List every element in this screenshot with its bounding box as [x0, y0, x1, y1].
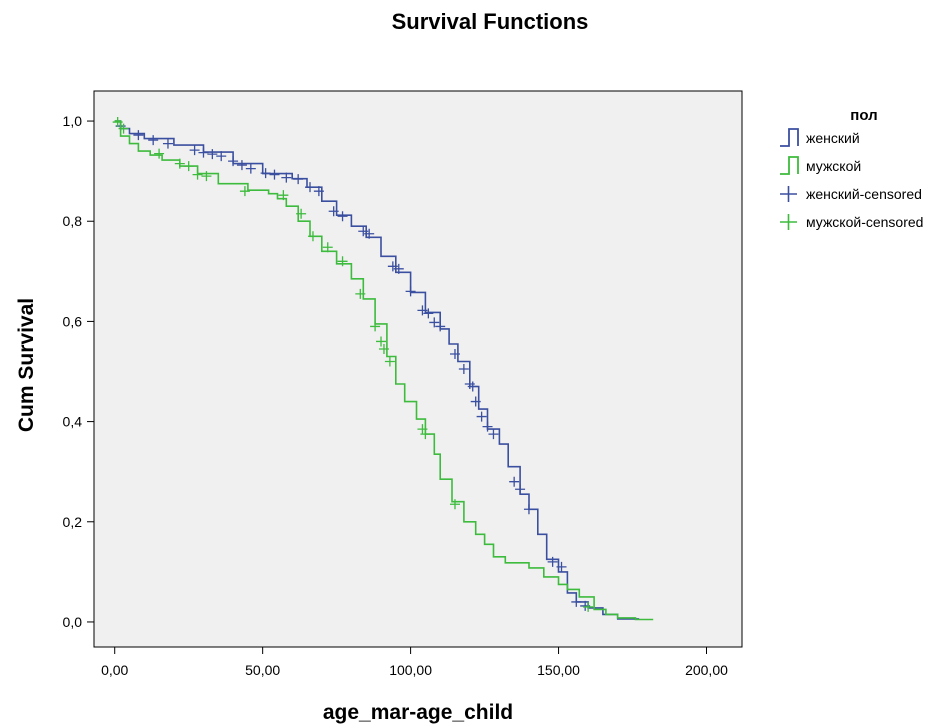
legend-label: мужской: [806, 158, 861, 174]
censored-marker-1: [328, 206, 339, 217]
x-tick-label: 100,00: [389, 662, 432, 678]
y-tick-label: 0,2: [63, 514, 83, 530]
x-tick-label: 50,00: [245, 662, 280, 678]
censored-marker-2: [112, 117, 123, 128]
censored-marker-2: [420, 429, 431, 440]
censored-marker-1: [482, 421, 493, 432]
y-tick-label: 0,0: [63, 614, 83, 630]
censored-marker-1: [269, 169, 280, 180]
legend-entry: мужской: [780, 156, 861, 175]
censored-marker-2: [307, 231, 318, 242]
y-tick-label: 1,0: [63, 113, 83, 129]
censored-marker-1: [393, 263, 404, 274]
legend-censor-icon: [780, 214, 797, 230]
censored-marker-1: [216, 151, 227, 162]
censored-marker-1: [236, 160, 247, 171]
censored-marker-2: [370, 321, 381, 332]
censored-marker-2: [337, 256, 348, 267]
censored-marker-1: [429, 317, 440, 328]
chart-title: Survival Functions: [392, 9, 589, 34]
censored-marker-1: [476, 411, 487, 422]
y-tick-label: 0,4: [63, 414, 83, 430]
censored-marker-1: [523, 504, 534, 515]
legend-label: женский-censored: [806, 186, 922, 202]
censored-marker-1: [458, 364, 469, 374]
censored-marker-1: [423, 308, 434, 319]
legend-entry: женский: [780, 128, 860, 147]
censored-marker-1: [337, 211, 348, 222]
legend-censor-icon: [780, 186, 797, 202]
censored-marker-1: [148, 135, 159, 146]
censored-marker-1: [293, 174, 304, 185]
censored-marker-2: [384, 356, 395, 367]
legend-entry: мужской-censored: [780, 214, 923, 230]
x-tick-label: 150,00: [537, 662, 580, 678]
censored-marker-2: [376, 336, 387, 347]
y-axis: 0,0 0,2 0,4 0,6 0,8 1,0: [63, 113, 94, 630]
y-axis-title: Cum Survival: [15, 298, 38, 432]
legend-entry: женский-censored: [780, 186, 922, 202]
censored-marker-2: [174, 158, 185, 169]
censored-marker-1: [417, 305, 428, 316]
censored-marker-1: [245, 163, 256, 174]
censored-marker-1: [547, 556, 558, 567]
censored-marker-1: [556, 561, 567, 572]
x-axis: 0,00 50,00 100,00 150,00 200,00: [101, 647, 728, 678]
censored-marker-2: [378, 343, 389, 354]
series-layer: [112, 117, 654, 621]
censored-marker-1: [133, 130, 144, 141]
censored-marker-2: [583, 601, 594, 612]
censored-marker-1: [198, 147, 209, 158]
censored-marker-2: [355, 288, 366, 299]
censored-marker-1: [435, 321, 446, 332]
y-tick-label: 0,8: [63, 213, 83, 229]
x-tick-label: 0,00: [101, 662, 128, 678]
censored-marker-2: [154, 148, 165, 159]
censored-marker-2: [239, 186, 250, 197]
censored-marker-1: [405, 286, 416, 297]
censored-marker-2: [449, 499, 460, 510]
censored-marker-2: [192, 169, 203, 180]
legend-title: пол: [850, 107, 877, 124]
censored-marker-1: [358, 226, 369, 237]
censored-marker-1: [260, 168, 271, 179]
censored-marker-2: [322, 242, 333, 253]
censored-marker-2: [278, 190, 289, 201]
censored-marker-1: [305, 182, 315, 193]
censored-marker-1: [207, 149, 218, 160]
censored-marker-2: [118, 123, 129, 134]
legend-label: женский: [806, 130, 860, 146]
censored-marker-1: [571, 596, 582, 607]
x-axis-title: age_mar-age_child: [323, 701, 513, 724]
censored-marker-1: [509, 476, 520, 487]
censored-marker-2: [201, 171, 212, 182]
y-tick-label: 0,6: [63, 313, 83, 329]
censored-marker-1: [467, 381, 478, 392]
legend-step-icon: [780, 156, 799, 175]
legend: пол женский мужской женский-censored мужско…: [780, 107, 923, 230]
censored-marker-1: [488, 429, 499, 440]
censored-marker-1: [387, 261, 398, 272]
censored-marker-2: [417, 424, 428, 435]
x-tick-label: 200,00: [685, 662, 728, 678]
censored-marker-1: [162, 138, 173, 149]
legend-step-icon: [780, 128, 799, 147]
censored-marker-1: [470, 396, 481, 407]
censored-marker-1: [189, 145, 200, 156]
censored-marker-2: [296, 208, 307, 219]
censored-marker-1: [281, 172, 292, 183]
censored-marker-1: [449, 348, 460, 359]
censored-marker-1: [228, 156, 239, 167]
censored-marker-1: [515, 484, 526, 495]
censored-marker-2: [183, 161, 194, 172]
censored-marker-1: [364, 228, 375, 239]
plot-area: [93, 90, 743, 648]
censored-marker-1: [313, 186, 324, 197]
legend-label: мужской-censored: [806, 214, 923, 230]
